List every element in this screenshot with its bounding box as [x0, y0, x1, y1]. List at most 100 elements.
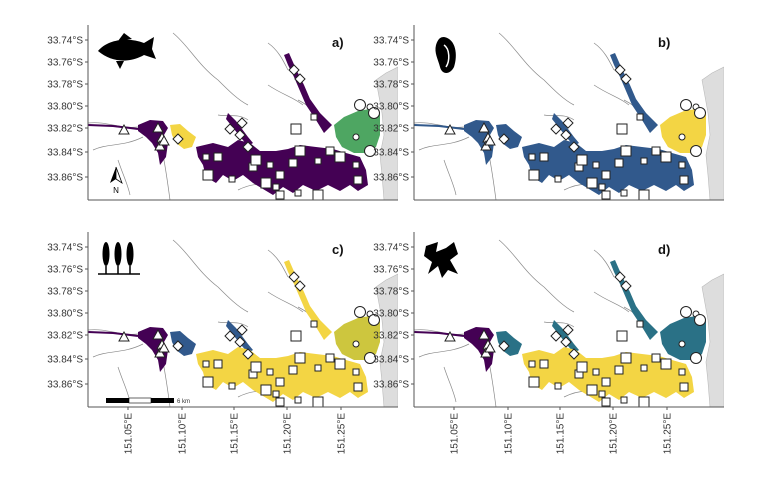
- site-marker-square: [294, 396, 302, 404]
- fish-shape: [98, 33, 156, 69]
- site-marker-square: [598, 183, 606, 191]
- site-marker-square: [651, 146, 661, 156]
- site-marker-diamond: [614, 271, 626, 283]
- river-line: [418, 343, 470, 358]
- west-river-channel: [88, 331, 139, 337]
- x-tick-label: 151.25°E: [337, 413, 348, 455]
- river-line: [117, 366, 131, 403]
- west-river-channel: [414, 331, 465, 337]
- river-line: [418, 136, 470, 151]
- site-marker-diamond: [288, 64, 300, 76]
- estuary-region-arm: [226, 113, 253, 146]
- y-tick-label: 33.82°S: [373, 124, 409, 135]
- site-marker-square: [294, 145, 306, 157]
- coastline-land: [701, 66, 724, 200]
- y-tick-label: 33.74°S: [373, 243, 409, 254]
- site-marker-square: [334, 151, 346, 163]
- shell-shape: [435, 37, 456, 73]
- site-marker-square: [638, 189, 650, 200]
- estuary-region-main: [522, 140, 694, 195]
- x-tick-label: 151.25°E: [663, 413, 674, 455]
- estuary-region-arm: [226, 320, 253, 353]
- y-tick-label: 33.76°S: [47, 265, 83, 276]
- estuary-region-bay: [660, 109, 706, 153]
- y-tick-label: 33.76°S: [373, 58, 409, 69]
- y-tick-label: 33.82°S: [47, 331, 83, 342]
- site-marker-square: [312, 189, 324, 200]
- y-tick-label: 33.84°S: [373, 148, 409, 159]
- map-panel-a: 33.74°S 33.76°S 33.78°S 33.80°S 33.82°S 33.84…: [47, 25, 398, 201]
- site-marker-square: [275, 190, 285, 200]
- site-marker-circle: [678, 340, 686, 348]
- site-marker-square: [213, 152, 223, 162]
- site-marker-square: [539, 152, 549, 162]
- site-marker-diamond: [172, 340, 184, 352]
- y-tick-label: 33.76°S: [373, 265, 409, 276]
- site-marker-circle: [352, 133, 360, 141]
- site-marker-circle: [368, 107, 380, 119]
- y-tick-label: 33.86°S: [47, 173, 83, 184]
- river-line: [92, 343, 144, 358]
- site-marker-square: [616, 330, 628, 342]
- site-marker-square: [640, 157, 648, 165]
- site-marker-circle: [694, 107, 706, 119]
- algae-shape: [424, 242, 458, 278]
- site-marker-circle: [680, 306, 692, 318]
- y-tick-label: 33.78°S: [373, 287, 409, 298]
- site-marker-square: [601, 170, 611, 180]
- site-marker-square: [620, 396, 628, 404]
- site-marker-square: [601, 377, 611, 387]
- site-marker-square: [638, 396, 650, 407]
- site-marker-circle: [368, 314, 380, 326]
- site-marker-diamond: [172, 133, 184, 145]
- site-marker-diamond: [294, 280, 306, 292]
- map-panel-b: 33.74°S 33.76°S 33.78°S 33.80°S 33.82°S 33.84…: [373, 25, 724, 201]
- scale-bar-seg: [151, 398, 174, 403]
- site-marker-triangle: [484, 134, 496, 146]
- site-marker-square: [353, 175, 363, 185]
- river-line: [593, 249, 615, 278]
- y-tick-label: 33.78°S: [47, 80, 83, 91]
- site-marker-square: [678, 161, 686, 169]
- site-marker-circle: [690, 145, 702, 157]
- y-tick-label: 33.84°S: [47, 355, 83, 366]
- site-marker-square: [202, 153, 210, 161]
- site-marker-diamond: [288, 271, 300, 283]
- y-tick-label: 33.84°S: [373, 355, 409, 366]
- y-tick-label: 33.80°S: [47, 102, 83, 113]
- y-tick-label: 33.84°S: [47, 148, 83, 159]
- estuary-region-bay: [660, 316, 706, 360]
- site-marker-square: [202, 360, 210, 368]
- site-marker-square: [660, 151, 672, 163]
- coastline-land: [701, 273, 724, 407]
- site-marker-diamond: [242, 348, 254, 360]
- seagrass-icon: [98, 242, 140, 275]
- map-content: [414, 32, 724, 200]
- north-arrow-icon: N: [110, 166, 123, 195]
- shell-aperture: [443, 44, 450, 68]
- site-marker-square: [352, 368, 360, 376]
- estuary-region-main: [196, 347, 368, 402]
- site-marker-circle: [364, 145, 376, 157]
- river-line: [172, 32, 249, 106]
- site-marker-square: [353, 382, 363, 392]
- site-marker-diamond: [224, 123, 236, 135]
- river-line: [217, 114, 249, 121]
- site-marker-square: [275, 377, 285, 387]
- x-tick-label: 151.20°E: [283, 413, 294, 455]
- map-panel-c: 33.74°S 33.76°S 33.78°S 33.80°S 33.82°S 33.84…: [47, 232, 398, 454]
- x-tick-label: 151.15°E: [556, 413, 567, 455]
- coastline-land: [375, 273, 398, 407]
- site-marker-square: [325, 353, 335, 363]
- site-marker-square: [620, 352, 632, 364]
- river-line: [217, 321, 249, 328]
- site-marker-square: [528, 376, 540, 388]
- site-marker-square: [250, 154, 262, 166]
- site-marker-diamond: [236, 324, 248, 336]
- y-tick-label: 33.80°S: [373, 102, 409, 113]
- estuary-region-mid: [496, 124, 522, 149]
- panel-label: c): [332, 242, 344, 257]
- estuary-region-mid: [496, 331, 522, 356]
- y-tick-label: 33.80°S: [373, 309, 409, 320]
- site-marker-circle: [364, 352, 376, 364]
